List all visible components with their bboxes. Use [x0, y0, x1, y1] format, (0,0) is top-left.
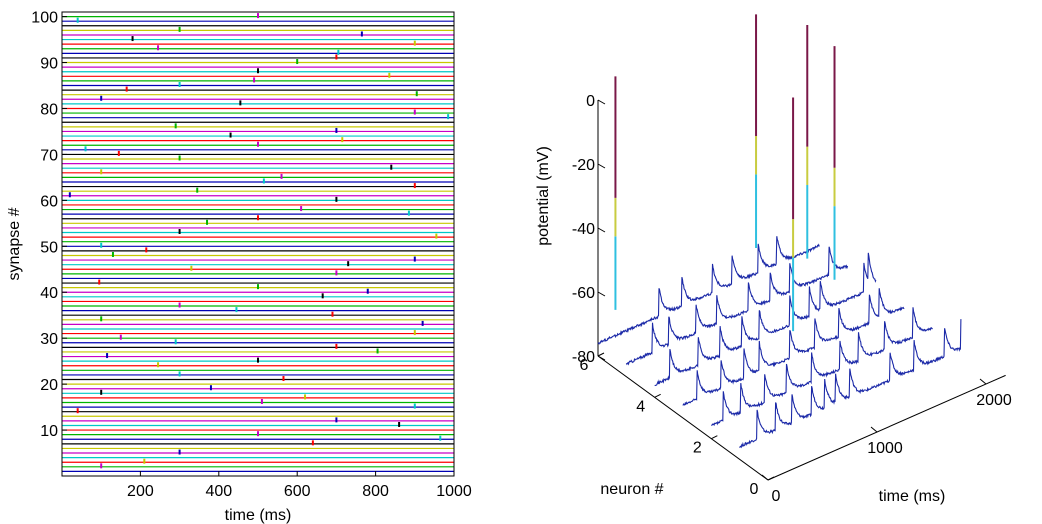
membrane-trace: [625, 246, 849, 366]
waterfall-y-tick: [711, 435, 718, 440]
raster-y-tick-label: 50: [40, 239, 58, 256]
waterfall-traces: [597, 14, 962, 449]
waterfall-x-tick-label: 0: [772, 488, 781, 505]
raster-y-axis-label: synapse #: [6, 207, 23, 280]
waterfall-z-tick: [597, 163, 606, 169]
waterfall-z-tick: [597, 355, 606, 361]
raster-x-tick-label: 1000: [436, 483, 472, 500]
membrane-trace: [739, 319, 962, 449]
raster-y-tick-label: 70: [40, 147, 58, 164]
raster-chart: 200 400 600 800 1000 10 20 30 40 50 60 70 80 90 100 t…: [6, 10, 472, 524]
waterfall-z-tick-label: -40: [572, 221, 595, 238]
raster-plot-frame: [61, 11, 455, 477]
waterfall-x-tick: [870, 426, 878, 433]
raster-x-tick-label: 200: [127, 483, 154, 500]
waterfall-y-tick: [597, 352, 605, 357]
raster-y-tick-label: 60: [40, 193, 58, 210]
waterfall-x-tick: [761, 474, 769, 481]
raster-y-ticks: 10 20 30 40 50 60 70 80 90 100: [31, 10, 67, 440]
waterfall-y-axis-label: neuron #: [600, 481, 663, 498]
waterfall-y-tick: [767, 476, 775, 481]
membrane-trace: [711, 307, 933, 427]
waterfall-x-axis: [767, 374, 1006, 481]
raster-y-tick-label: 10: [40, 423, 58, 440]
waterfall-z-tick: [597, 291, 606, 297]
waterfall-y-axis: [597, 355, 769, 481]
raster-synapse-lines: [62, 15, 454, 473]
raster-y-tick-label: 100: [31, 10, 58, 27]
waterfall-y-tick-label: 6: [580, 357, 589, 374]
waterfall-z-tick-label: -20: [572, 157, 595, 174]
waterfall-x-tick: [979, 378, 987, 385]
waterfall-z-tick-label: -60: [572, 285, 595, 302]
raster-y-tick-label: 20: [40, 377, 58, 394]
raster-x-tick-label: 800: [362, 483, 389, 500]
waterfall-chart: 0 -20 -40 -60 -80 0 1000 2000 0 2 4 6 potential (…: [535, 14, 1012, 505]
raster-y-tick-label: 80: [40, 101, 58, 118]
raster-x-ticks: 200 400 600 800 1000: [127, 471, 472, 500]
waterfall-z-tick-label: 0: [586, 93, 595, 110]
raster-y-tick-label: 40: [40, 285, 58, 302]
raster-y-tick-label: 90: [40, 56, 58, 73]
waterfall-z-ticks: 0 -20 -40 -60 -80: [572, 93, 606, 366]
waterfall-y-tick-label: 0: [750, 481, 759, 498]
waterfall-x-tick-label: 1000: [867, 440, 903, 457]
raster-x-tick-label: 400: [205, 483, 232, 500]
waterfall-z-tick: [597, 227, 606, 233]
membrane-trace: [682, 288, 905, 406]
raster-x-tick-label: 600: [284, 483, 311, 500]
waterfall-z-tick: [597, 99, 606, 105]
raster-y-tick-label: 30: [40, 331, 58, 348]
waterfall-z-axis-label: potential (mV): [535, 146, 552, 246]
waterfall-y-ticks: 0 2 4 6: [580, 352, 775, 498]
waterfall-x-tick-label: 2000: [976, 392, 1012, 409]
membrane-trace: [654, 252, 877, 387]
raster-x-axis-label: time (ms): [225, 507, 292, 524]
waterfall-y-tick: [654, 393, 661, 398]
waterfall-z-tick-label: -80: [572, 349, 595, 366]
raster-spikes: [68, 13, 450, 469]
waterfall-x-ticks: 0 1000 2000: [761, 378, 1012, 505]
waterfall-y-tick-label: 4: [636, 398, 645, 415]
waterfall-y-tick-label: 2: [693, 440, 702, 457]
membrane-trace: [597, 236, 820, 345]
waterfall-x-axis-label: time (ms): [879, 488, 946, 505]
